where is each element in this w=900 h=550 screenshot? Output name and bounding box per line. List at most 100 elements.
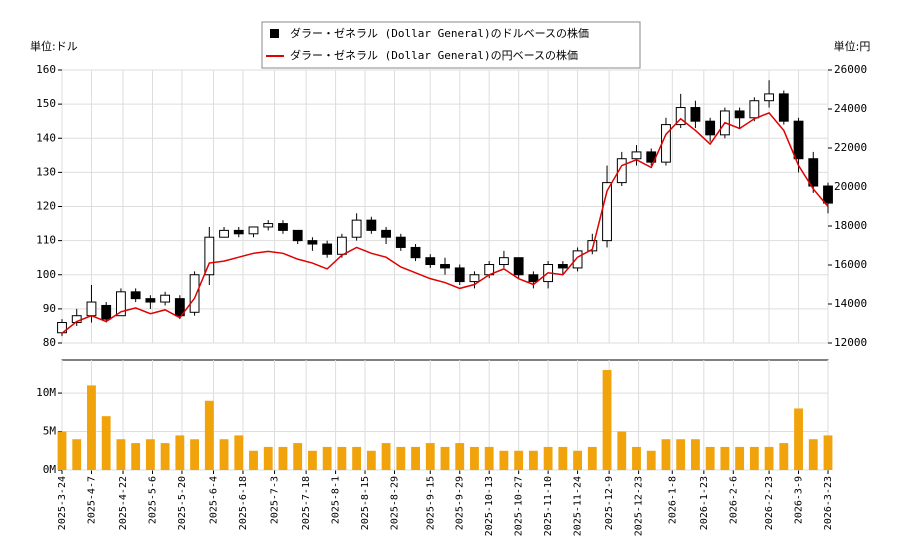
candle-body bbox=[528, 274, 539, 283]
y-tick-label: 100 bbox=[36, 268, 56, 281]
candle-body bbox=[587, 240, 598, 252]
candle-body bbox=[263, 223, 274, 228]
x-tick-label: 2025-11-10 bbox=[543, 476, 554, 536]
volume-bar bbox=[57, 431, 67, 470]
candle-body bbox=[336, 236, 347, 255]
volume-bar bbox=[160, 443, 170, 470]
volume-bar bbox=[528, 450, 538, 470]
y-tick-label: 120 bbox=[36, 200, 56, 213]
candle-body bbox=[116, 291, 126, 317]
x-tick-label: 2026-1-8 bbox=[667, 476, 678, 524]
volume-bar bbox=[470, 446, 479, 470]
candle-body bbox=[248, 226, 259, 235]
volume-bar bbox=[145, 439, 155, 470]
legend-label: ダラー・ゼネラル (Dollar General)の円ベースの株価 bbox=[290, 48, 578, 62]
candle-body bbox=[86, 301, 97, 317]
volume-bar bbox=[190, 439, 199, 470]
candle-body bbox=[233, 229, 244, 235]
volume-bar bbox=[484, 446, 494, 470]
volume-bar bbox=[249, 450, 258, 470]
volume-bar bbox=[352, 446, 362, 470]
candle-body bbox=[616, 158, 627, 184]
x-tick-label: 2025-8-29 bbox=[389, 476, 400, 530]
volume-bar bbox=[705, 446, 715, 470]
x-tick-label: 2025-4-7 bbox=[86, 476, 97, 524]
x-tick-label: 2025-9-29 bbox=[455, 476, 466, 530]
volume-bar bbox=[632, 446, 641, 470]
volume-bar bbox=[381, 443, 391, 470]
candle-body bbox=[572, 250, 583, 269]
volume-bar bbox=[646, 450, 656, 470]
y2-tick-label: 12000 bbox=[834, 336, 867, 349]
volume-bar bbox=[691, 439, 700, 470]
price-line bbox=[61, 112, 829, 334]
candle-body bbox=[557, 264, 568, 269]
candle-body bbox=[454, 267, 465, 283]
candle-body bbox=[307, 240, 318, 245]
x-tick-label: 2025-5-6 bbox=[147, 476, 158, 524]
volume-bar bbox=[749, 446, 759, 470]
y-tick-label: 5M bbox=[43, 425, 57, 438]
x-tick-label: 2025-4-22 bbox=[118, 476, 129, 530]
candle-body bbox=[705, 120, 716, 136]
x-tick-label: 2025-10-27 bbox=[514, 476, 525, 536]
volume-bar bbox=[308, 450, 317, 470]
volume-bar bbox=[823, 435, 833, 470]
volume-bar bbox=[322, 446, 332, 470]
x-tick-label: 2025-5-20 bbox=[177, 476, 188, 530]
candle-body bbox=[602, 182, 612, 242]
candle-body bbox=[793, 120, 804, 160]
volume-bar bbox=[764, 446, 774, 470]
volume-bar bbox=[263, 446, 273, 470]
candle-body bbox=[395, 236, 406, 248]
y-tick-label: 80 bbox=[43, 336, 56, 349]
candle-body bbox=[425, 257, 436, 266]
volume-bar bbox=[720, 446, 730, 470]
x-tick-label: 2025-8-15 bbox=[360, 476, 371, 530]
volume-bar bbox=[116, 439, 126, 470]
candle-body bbox=[749, 100, 760, 119]
y-tick-label: 90 bbox=[43, 302, 56, 315]
volume-bar bbox=[676, 439, 686, 470]
candle-body bbox=[764, 93, 774, 102]
volume-bar bbox=[204, 400, 214, 470]
x-tick-label: 2025-7-3 bbox=[270, 476, 281, 524]
volume-bar bbox=[293, 443, 303, 470]
y2-axis-unit: 単位:円 bbox=[834, 39, 871, 53]
volume-bar bbox=[131, 443, 141, 470]
volume-bar bbox=[234, 435, 244, 470]
volume-bar bbox=[558, 446, 568, 470]
volume-bar bbox=[440, 446, 450, 470]
volume-bar bbox=[396, 446, 406, 470]
candle-body bbox=[675, 107, 686, 126]
volume-bar bbox=[175, 435, 185, 470]
x-tick-label: 2025-8-1 bbox=[331, 476, 342, 524]
candle-body bbox=[499, 257, 509, 266]
candle-body bbox=[130, 291, 141, 300]
volume-bar bbox=[425, 443, 435, 470]
volume-bar bbox=[278, 446, 288, 470]
candle-body bbox=[204, 236, 215, 276]
volume-bar bbox=[337, 446, 347, 470]
candle-body bbox=[278, 223, 288, 231]
volume-bar bbox=[87, 385, 96, 470]
candle-body bbox=[410, 246, 421, 259]
x-tick-label: 2025-12-9 bbox=[604, 476, 615, 530]
candle-body bbox=[381, 229, 391, 238]
volume-bar bbox=[499, 450, 509, 470]
legend-box bbox=[261, 21, 641, 69]
volume-bar bbox=[72, 439, 82, 470]
y-axis-unit: 単位:ドル bbox=[30, 39, 78, 53]
candle-body bbox=[734, 110, 745, 119]
candle-body bbox=[469, 274, 480, 283]
volume-bar bbox=[411, 446, 420, 470]
y-tick-label: 130 bbox=[36, 165, 56, 178]
volume-bar bbox=[794, 408, 803, 470]
volume-bar bbox=[366, 450, 376, 470]
volume-bar bbox=[455, 443, 465, 470]
volume-bar bbox=[617, 431, 627, 470]
x-tick-label: 2026-2-23 bbox=[764, 476, 775, 530]
volume-bar bbox=[587, 446, 597, 470]
volume-bar bbox=[543, 446, 553, 470]
